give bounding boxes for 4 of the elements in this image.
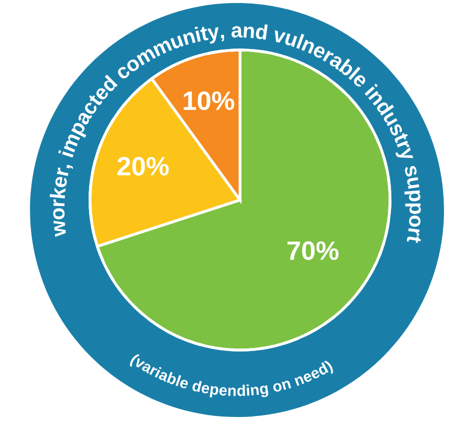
data-label: 70% [288, 241, 339, 260]
data-label: 10% [184, 91, 234, 110]
data-label: 20% [118, 156, 169, 176]
text: (variable depending on need) [128, 352, 335, 398]
